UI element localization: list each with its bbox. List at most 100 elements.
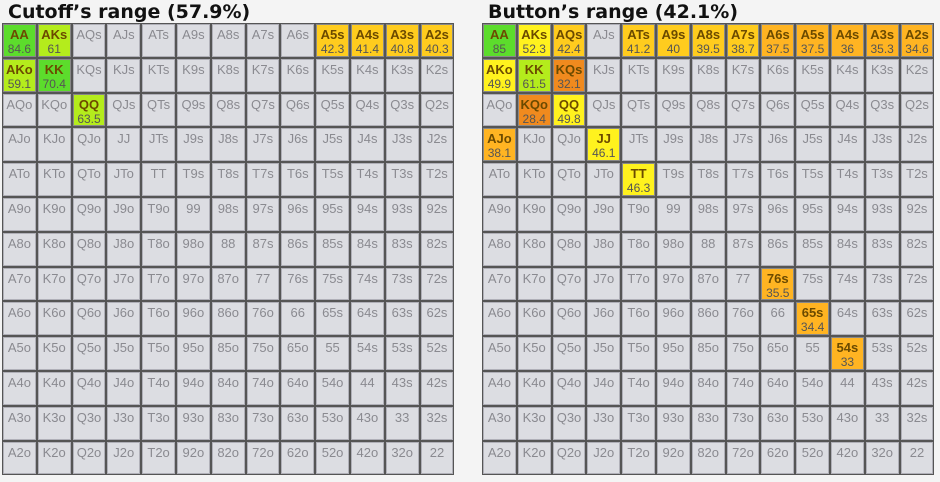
hand-label: T6o <box>147 305 170 321</box>
hand-cell-J6s: J6s <box>761 128 795 162</box>
hand-cell-75s: 75s <box>796 267 829 301</box>
hand-label: AJs <box>592 27 615 42</box>
hand-cell-Q7s: Q7s <box>246 93 280 127</box>
hand-label: Q6s <box>285 96 310 112</box>
hand-label: 52s <box>426 340 448 356</box>
hand-label: K2s <box>905 61 929 77</box>
hand-label: 84o <box>697 374 720 390</box>
hand-cell-Q2o: Q2o <box>552 441 586 475</box>
hand-cell-63s: 63s <box>385 302 419 336</box>
hand-value: 38.7 <box>731 42 755 56</box>
hand-label: 65s <box>801 305 824 321</box>
hand-cell-AKs: AKs 52.3 <box>517 24 551 57</box>
hand-label: T7o <box>627 270 650 286</box>
hand-cell-T4o: T4o <box>622 371 655 405</box>
hand-label: A5s <box>320 27 345 42</box>
hand-cell-65o: 65o <box>761 337 795 370</box>
hand-cell-AJo: AJo <box>3 128 36 162</box>
hand-label: T8s <box>697 166 720 182</box>
hand-label: K4o <box>42 374 66 390</box>
hand-cell-Q3s: Q3s <box>385 93 419 127</box>
hand-cell-53s: 53s <box>865 337 899 370</box>
hand-cell-75s: 75s <box>316 267 349 301</box>
hand-label: AQo <box>6 96 33 112</box>
hand-label: K9s <box>182 61 205 77</box>
hand-label: A4s <box>355 27 380 42</box>
hand-cell-75o: 75o <box>246 337 280 370</box>
hand-cell-Q6o: Q6o <box>552 302 586 336</box>
hand-cell-44: 44 <box>350 371 384 405</box>
hand-cell-ATs: ATs 41.2 <box>622 24 655 57</box>
hand-label: 92o <box>662 444 685 460</box>
hand-label: Q7s <box>731 96 755 112</box>
hand-cell-Q3s: Q3s <box>865 93 899 127</box>
hand-label: A5s <box>800 27 825 42</box>
hand-label: QJo <box>77 131 101 147</box>
hand-label: T9o <box>147 200 170 216</box>
hand-label: T5o <box>147 340 170 356</box>
hand-label: 93o <box>662 409 685 425</box>
hand-cell-T4s: T4s <box>830 163 864 196</box>
hand-cell-J5s: J5s <box>316 128 349 162</box>
hand-cell-88: 88 <box>211 232 245 266</box>
hand-cell-KJs: KJs <box>587 58 621 92</box>
hand-label: Q9o <box>556 200 582 216</box>
hand-label: A3o <box>7 409 31 425</box>
hand-cell-42o: 42o <box>830 441 864 475</box>
hand-cell-97o: 97o <box>176 267 210 301</box>
hand-label: 85o <box>217 340 240 356</box>
hand-cell-K5o: K5o <box>37 337 71 370</box>
hand-label: KK <box>44 61 64 77</box>
hand-label: J2s <box>426 131 448 147</box>
hand-label: J2o <box>593 444 615 460</box>
hand-cell-J7o: J7o <box>587 267 621 301</box>
hand-label: 53o <box>321 409 344 425</box>
hand-label: 85o <box>697 340 720 356</box>
hand-label: A4o <box>487 374 511 390</box>
hand-cell-KQs: KQs <box>72 58 106 92</box>
hand-cell-KJs: KJs <box>107 58 141 92</box>
hand-cell-96s: 96s <box>281 197 315 231</box>
hand-label: J9s <box>663 131 684 147</box>
hand-label: 99 <box>666 200 681 216</box>
hand-cell-94o: 94o <box>176 371 210 405</box>
hand-cell-J4s: J4s <box>830 128 864 162</box>
hand-cell-T2s: T2s <box>420 163 454 196</box>
panel-title: Cutoff’s range (57.9%) <box>8 1 251 23</box>
hand-label: Q2o <box>76 444 102 460</box>
hand-cell-87s: 87s <box>726 232 760 266</box>
hand-label: 99 <box>186 200 201 216</box>
hand-value: 35.5 <box>766 285 790 300</box>
hand-label: T4o <box>627 374 650 390</box>
hand-cell-K8o: K8o <box>517 232 551 266</box>
hand-label: 82o <box>697 444 720 460</box>
hand-cell-K3s: K3s <box>865 58 899 92</box>
hand-label: Q3o <box>76 409 102 425</box>
hand-label: JTs <box>628 131 649 147</box>
hand-cell-52o: 52o <box>796 441 829 475</box>
hand-cell-T9s: T9s <box>176 163 210 196</box>
hand-label: A6s <box>286 27 309 42</box>
hand-label: 52o <box>321 444 344 460</box>
hand-cell-53s: 53s <box>385 337 419 370</box>
hand-label: K4s <box>836 61 859 77</box>
hand-label: Q4s <box>835 96 860 112</box>
hand-label: 64o <box>286 374 309 390</box>
hand-label: 74s <box>356 270 378 286</box>
hand-cell-66: 66 <box>281 302 315 336</box>
hand-cell-A5s: A5s 42.3 <box>316 24 349 57</box>
hand-label: J7s <box>732 131 754 147</box>
hand-label: A8s <box>216 27 240 42</box>
hand-cell-62o: 62o <box>761 441 795 475</box>
hand-cell-77: 77 <box>246 267 280 301</box>
hand-label: KQs <box>555 61 583 77</box>
hand-cell-72o: 72o <box>246 441 280 475</box>
hand-label: 94s <box>836 200 858 216</box>
hand-cell-99: 99 <box>656 197 690 231</box>
hand-label: Q2s <box>425 96 449 112</box>
hand-label: 62s <box>426 305 448 321</box>
hand-cell-62o: 62o <box>281 441 315 475</box>
hand-cell-KQo: KQo 28.4 <box>517 93 551 127</box>
hand-label: A5o <box>7 340 31 356</box>
hand-label: 72s <box>906 270 928 286</box>
